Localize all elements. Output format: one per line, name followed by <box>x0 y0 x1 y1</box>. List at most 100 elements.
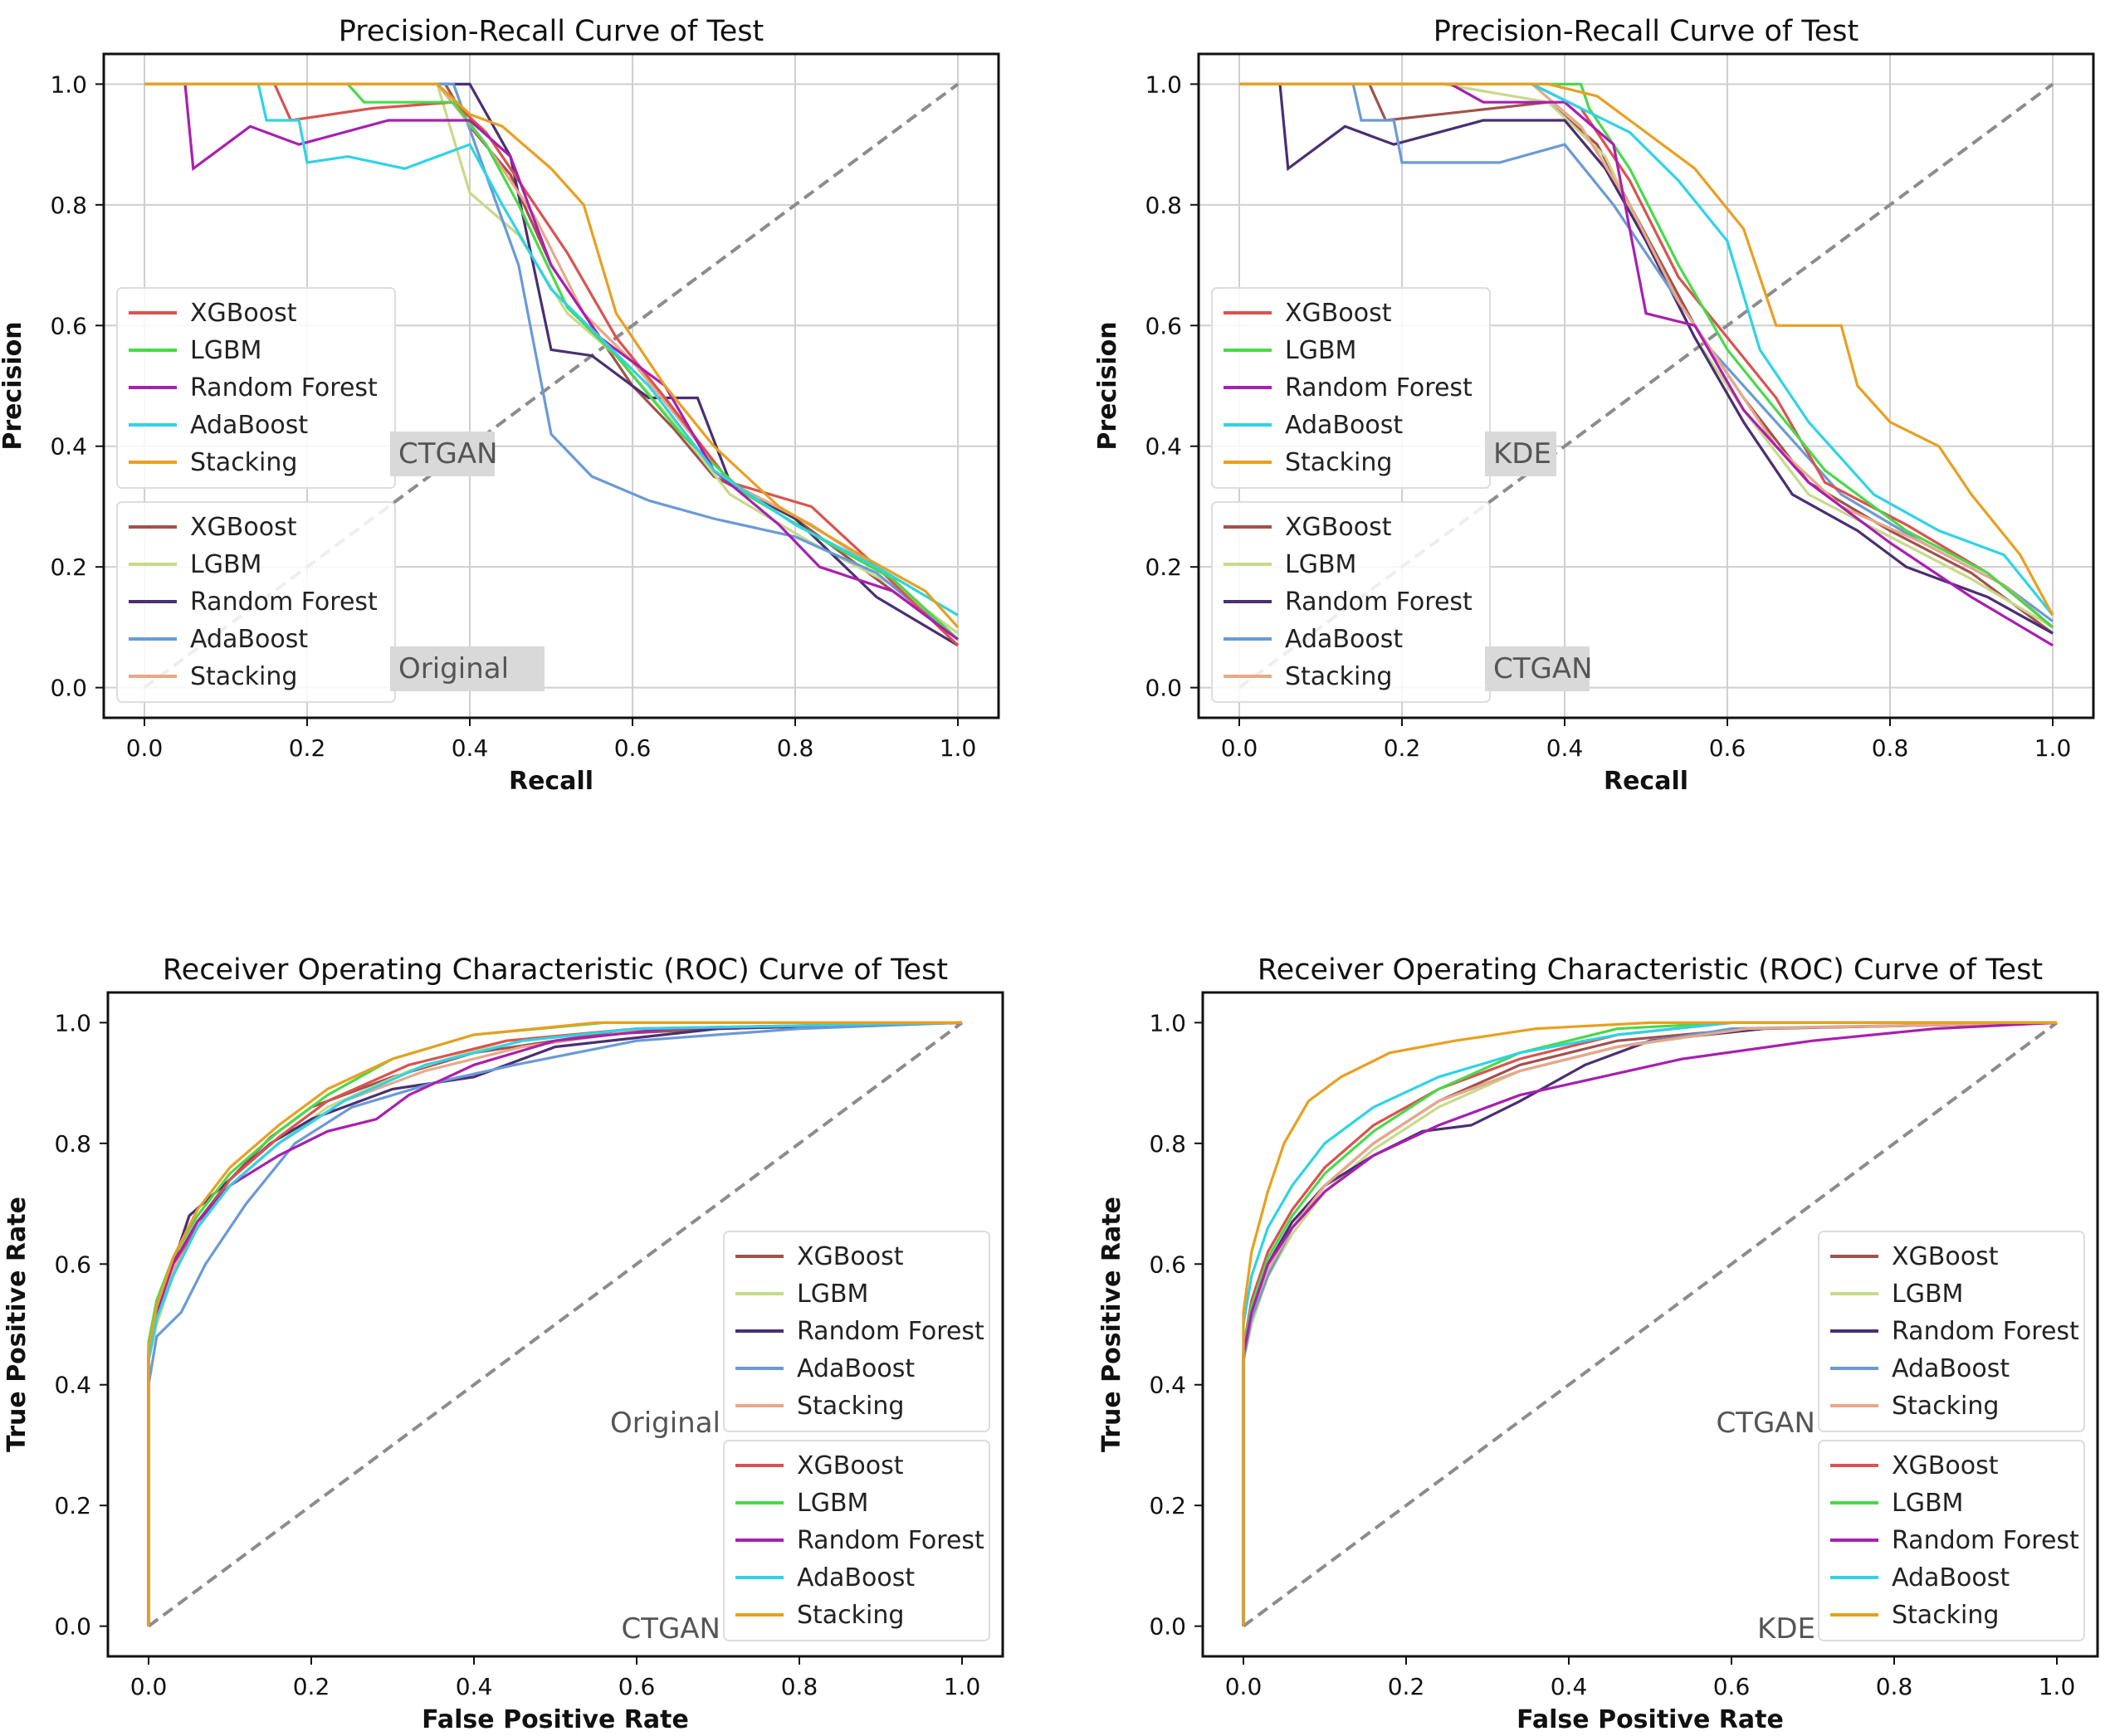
y-tick-label: 1.0 <box>1145 71 1182 98</box>
series-line-xgboost <box>1239 82 2054 635</box>
x-axis-label: False Positive Rate <box>422 1705 689 1734</box>
legend-label: LGBM <box>1892 1280 1963 1309</box>
dataset-annotation: CTGAN <box>398 437 498 471</box>
x-tick-label: 1.0 <box>940 734 977 762</box>
legend-primary: XGBoost LGBM Random Forest AdaBoost Stacking <box>1211 287 1491 489</box>
legend-label: LGBM <box>190 336 261 365</box>
x-tick-label: 0.4 <box>452 734 489 762</box>
chart-title: Precision-Recall Curve of Test <box>339 15 764 48</box>
y-tick-label: 0.6 <box>50 312 87 339</box>
series-line-random-forest <box>144 82 959 647</box>
y-tick-label: 0.2 <box>50 553 87 581</box>
legend-box <box>1211 287 1491 489</box>
series-line-random-forest <box>144 82 959 641</box>
x-tick-label: 1.0 <box>2039 1673 2076 1700</box>
y-tick-label: 0.4 <box>50 433 87 461</box>
legend-label: AdaBoost <box>1285 411 1403 440</box>
diagonal-reference-line <box>1242 1021 2059 1628</box>
legend-label: Random Forest <box>1285 373 1473 402</box>
legend-box <box>723 1231 990 1432</box>
y-tick-label: 0.6 <box>1145 312 1182 339</box>
x-tick-label: 0.2 <box>1384 734 1421 762</box>
y-tick-label: 0.0 <box>1149 1613 1186 1641</box>
x-tick-label: 0.2 <box>289 734 326 762</box>
legend-label: Stacking <box>797 1601 904 1630</box>
legend-label: XGBoost <box>1892 1242 1999 1271</box>
x-tick-label: 0.0 <box>1221 734 1258 762</box>
legend-label: LGBM <box>797 1280 868 1309</box>
legend-label: Stacking <box>190 448 297 477</box>
x-tick-label: 0.2 <box>293 1673 330 1700</box>
chart-title: Precision-Recall Curve of Test <box>1434 15 1859 48</box>
x-tick-label: 0.8 <box>777 734 814 762</box>
y-tick-label: 0.6 <box>1149 1251 1186 1278</box>
series-line-adaboost <box>147 1021 963 1626</box>
legend-label: AdaBoost <box>1285 625 1403 654</box>
series-line-stacking <box>147 1021 962 1626</box>
legend-label: AdaBoost <box>797 1563 915 1592</box>
x-axis-label: False Positive Rate <box>1517 1705 1784 1734</box>
x-tick-label: 0.0 <box>130 1673 168 1700</box>
legend-box <box>116 501 396 703</box>
legend-label: Random Forest <box>797 1317 984 1346</box>
legend-label: AdaBoost <box>797 1354 915 1383</box>
series-line-adaboost <box>147 1021 963 1626</box>
y-axis-label: Precision <box>1093 321 1122 450</box>
y-tick-label: 0.6 <box>54 1251 91 1278</box>
legend-label: XGBoost <box>1285 299 1392 328</box>
y-tick-label: 0.0 <box>50 675 87 702</box>
chart-title: Receiver Operating Characteristic (ROC) … <box>163 953 948 987</box>
legend-secondary: XGBoost LGBM Random Forest AdaBoost Stacking <box>723 1440 990 1641</box>
x-tick-label: 1.0 <box>944 1673 981 1700</box>
legend-label: Stacking <box>797 1392 904 1421</box>
y-tick-label: 0.8 <box>50 192 87 219</box>
plot-frame <box>106 991 1004 1658</box>
legend-label: AdaBoost <box>1892 1354 2010 1383</box>
y-tick-label: 1.0 <box>54 1009 91 1036</box>
legend-label: Random Forest <box>1892 1317 2079 1346</box>
y-tick-label: 0.4 <box>54 1372 91 1399</box>
legend-label: LGBM <box>1892 1489 1963 1518</box>
x-tick-label: 0.2 <box>1388 1673 1425 1700</box>
legend-label: Stacking <box>1285 662 1392 691</box>
chart-title: Receiver Operating Characteristic (ROC) … <box>1258 953 2043 987</box>
legend-secondary: XGBoost LGBM Random Forest AdaBoost Stacking <box>1211 501 1491 703</box>
legend-box <box>1818 1231 2085 1432</box>
legend-label: Stacking <box>1892 1601 1999 1630</box>
legend-label: AdaBoost <box>190 625 308 654</box>
x-tick-label: 0.6 <box>1713 1673 1751 1700</box>
legend-label: Random Forest <box>797 1526 984 1555</box>
y-tick-label: 0.0 <box>54 1613 91 1641</box>
y-tick-label: 1.0 <box>1149 1009 1186 1036</box>
legend-label: Stacking <box>190 662 297 691</box>
dataset-annotation: Original <box>610 1407 720 1440</box>
y-tick-label: 0.8 <box>1149 1130 1186 1158</box>
roc_left-panel: 0.0 0.0 0.2 0.2 0.4 0.4 0.6 0.6 0.8 0.8 1.0 1.0 Rece… <box>2 953 1004 1734</box>
legend-secondary: XGBoost LGBM Random Forest AdaBoost Stacking <box>1818 1440 2085 1641</box>
x-axis-label: Recall <box>509 767 593 796</box>
series-line-adaboost <box>1239 82 2054 622</box>
annotation-box <box>390 646 545 691</box>
legend-primary: XGBoost LGBM Random Forest AdaBoost Stacking <box>1818 1231 2085 1432</box>
annotation-box <box>1485 432 1556 476</box>
legend-label: LGBM <box>1285 550 1356 579</box>
x-tick-label: 0.8 <box>1876 1673 1913 1700</box>
legend-primary: XGBoost LGBM Random Forest AdaBoost Stacking <box>116 287 396 489</box>
pr_right-panel: 0.0 0.0 0.2 0.2 0.4 0.4 0.6 0.6 0.8 0.8 1.0 1.0 Prec… <box>1093 15 2095 796</box>
dataset-annotation: CTGAN <box>1493 652 1593 685</box>
x-tick-label: 0.8 <box>1872 734 1909 762</box>
dataset-annotation: KDE <box>1757 1612 1815 1646</box>
y-tick-label: 0.4 <box>1145 433 1182 461</box>
x-tick-label: 0.6 <box>618 1673 656 1700</box>
legend-label: LGBM <box>1285 336 1356 365</box>
legend-label: XGBoost <box>190 513 297 542</box>
y-tick-label: 0.8 <box>1145 192 1182 219</box>
series-line-stacking <box>1242 1021 2057 1626</box>
legend-label: Random Forest <box>190 588 378 617</box>
x-tick-label: 0.0 <box>126 734 164 762</box>
legend-label: XGBoost <box>1285 513 1392 542</box>
legend-label: Stacking <box>1285 448 1392 477</box>
y-tick-label: 0.8 <box>54 1130 91 1158</box>
annotation-box <box>1485 646 1590 691</box>
